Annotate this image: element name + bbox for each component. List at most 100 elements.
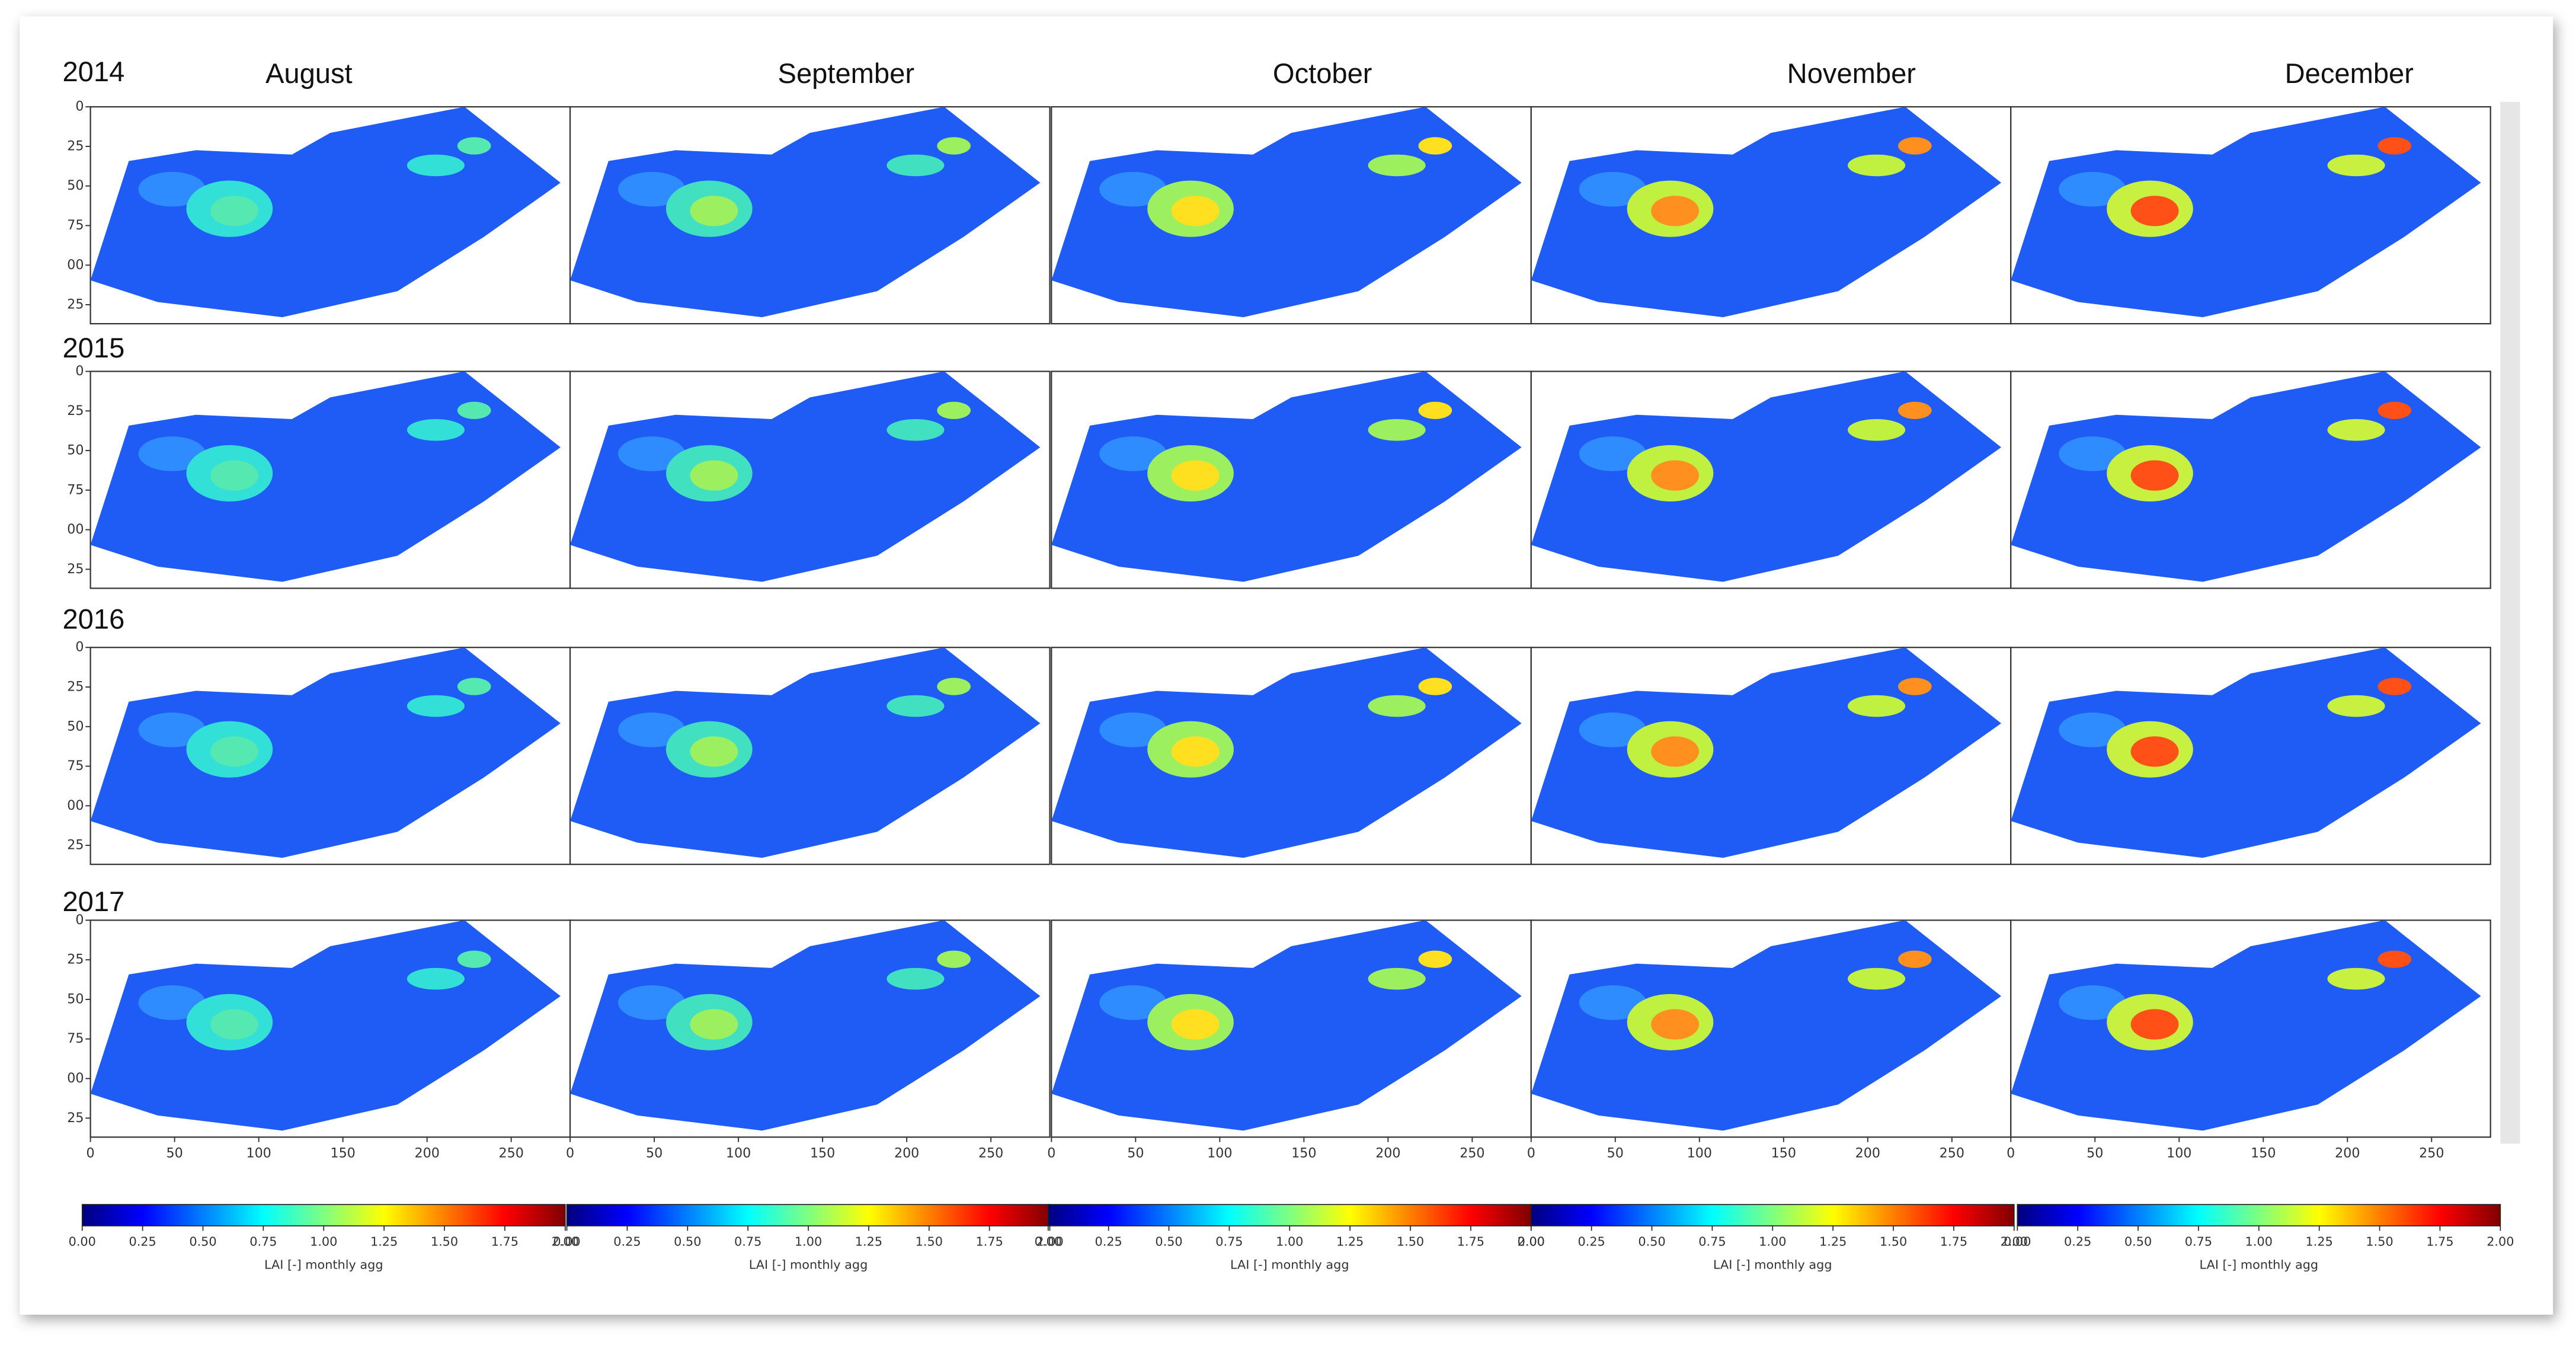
y-tick-label: 0 [75,363,84,379]
region-patch [1099,985,1167,1020]
x-tick-label: 100 [2167,1146,2191,1161]
colorbar-tick-label: 2.00 [2001,1235,2028,1249]
colorbar-tick-label: 0.25 [1095,1235,1122,1249]
colorbar-tick-label: 0.75 [249,1235,277,1249]
y-tick-label: 00 [67,522,84,537]
x-tick-label: 150 [1291,1146,1316,1161]
x-tick-label: 100 [726,1146,751,1161]
x-tick-label: 150 [330,1146,355,1161]
x-tick-label: 250 [1940,1146,1964,1161]
hotspot-core [1418,137,1452,155]
region-patch [138,985,206,1020]
x-tick-label: 250 [499,1146,524,1161]
x-tick-label: 50 [167,1146,183,1161]
map-panel [2010,647,2491,865]
y-tick-label: 25 [67,838,84,853]
colorbar-tick-label: 1.50 [916,1235,943,1249]
region-patch [1099,713,1167,747]
hotspot-core [690,1009,738,1040]
hotspot [1368,695,1426,717]
x-tick-label: 200 [1375,1146,1400,1161]
hotspot-core [1651,736,1700,767]
y-tick-label: 00 [67,1071,84,1086]
colorbar-tick-label: 0.75 [1215,1235,1243,1249]
y-tick-label: 50 [67,443,84,458]
month-label: December [2285,57,2414,89]
hotspot [1848,419,1906,441]
hotspot-core [2130,196,2179,226]
month-label: August [265,57,353,89]
region-patch [1579,985,1647,1020]
hotspot-core [937,678,971,695]
colorbar-tick-label: 1.00 [1759,1235,1786,1249]
hotspot-core [1651,1009,1700,1040]
colorbar [1530,1204,2015,1226]
colorbar-tick-label: 0.50 [1638,1235,1665,1249]
region-patch [1579,713,1647,747]
colorbar-tick-label: 1.00 [1276,1235,1303,1249]
region-patch [618,985,686,1020]
map-panel [89,106,571,325]
hotspot [1848,967,1906,990]
hotspot-core [2130,460,2179,491]
x-tick-label: 250 [978,1146,1003,1161]
y-tick-label: 25 [67,297,84,312]
hotspot-core [1171,1009,1220,1040]
map-panel [89,647,571,865]
colorbar-tick-label: 0.50 [189,1235,216,1249]
hotspot-core [457,401,491,420]
hotspot-core [2377,137,2412,155]
hotspot [407,695,465,717]
hotspot [407,967,465,990]
map-panel [1051,919,1532,1138]
x-tick-label: 100 [246,1146,271,1161]
region-patch [2059,436,2126,471]
colorbar-tick-label: 0.00 [69,1235,96,1249]
region-patch [1099,171,1167,207]
hotspot-core [1418,678,1452,695]
hotspot [407,419,465,441]
hotspot-core [457,678,491,695]
region-patch [138,713,206,747]
hotspot [407,154,465,177]
x-tick-label: 200 [894,1146,919,1161]
y-tick-label: 0 [75,912,84,928]
hotspot-core [2377,950,2412,968]
hotspot-core [2130,736,2179,767]
colorbar-tick-label: 1.50 [1397,1235,1424,1249]
month-label: October [1273,57,1372,89]
region-patch [618,713,686,747]
map-panel [1530,647,2012,865]
hotspot [1368,154,1426,177]
hotspot-core [1418,950,1452,968]
y-tick-label: 75 [67,758,84,774]
month-label: September [778,57,914,89]
hotspot-core [210,460,258,491]
colorbar-label: LAI [-] monthly agg [1230,1258,1349,1272]
colorbar-tick-label: 0.25 [129,1235,156,1249]
hotspot-core [2377,678,2412,695]
colorbar-tick-label: 1.75 [2426,1235,2453,1249]
hotspot-core [690,196,738,226]
hotspot [1368,419,1426,441]
colorbar [2017,1204,2501,1226]
x-tick-label: 50 [2087,1146,2103,1161]
x-tick-label: 0 [1527,1146,1535,1161]
map-panel [569,370,1051,589]
x-tick-label: 0 [566,1146,574,1161]
colorbar-tick-label: 1.00 [2245,1235,2273,1249]
hotspot-core [210,196,258,226]
year-label: 2014 [62,56,124,87]
map-panel [1530,919,2012,1138]
year-label: 2016 [62,603,124,634]
x-tick-label: 0 [87,1146,95,1161]
hotspot-core [1898,401,1932,420]
region-patch [618,171,686,207]
hotspot-core [1171,196,1220,226]
map-panel [89,370,571,589]
x-tick-label: 100 [1207,1146,1232,1161]
y-tick-label: 50 [67,178,84,193]
map-panel [1051,106,1532,325]
region-patch [1579,436,1647,471]
hotspot-core [1418,401,1452,420]
